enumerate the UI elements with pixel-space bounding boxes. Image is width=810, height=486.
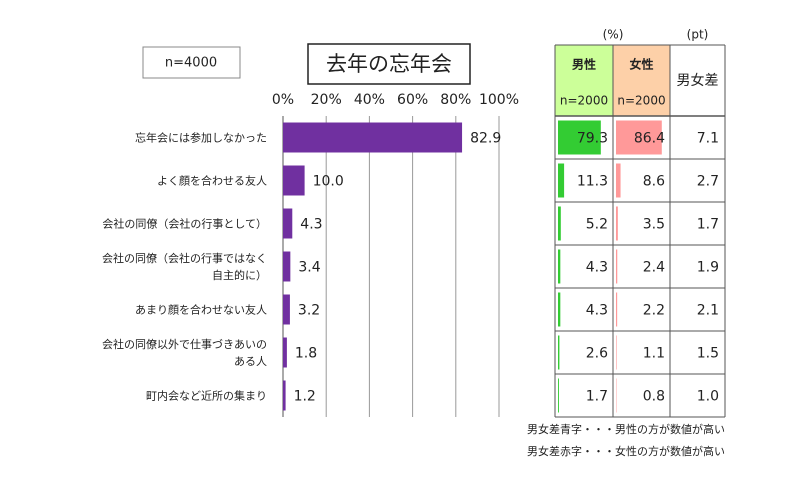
cell-value: 2.4 [643, 260, 665, 276]
value-label: 4.3 [300, 217, 322, 233]
value-label: 3.2 [298, 303, 320, 319]
note: 男女差青字・・・男性の方が数値が高い [527, 422, 725, 436]
bar [283, 294, 290, 325]
cell-bar [558, 249, 561, 284]
cell-value: 86.4 [634, 131, 665, 147]
cell-value: 4.3 [586, 260, 608, 276]
header-label: 女性 [629, 57, 653, 72]
header-n: n=2000 [560, 94, 608, 108]
diff-value: 7.1 [697, 131, 719, 147]
cell-bar [616, 335, 617, 370]
value-label: 3.4 [298, 260, 320, 276]
diff-value: 1.9 [697, 260, 719, 276]
cell-value: 0.8 [643, 389, 665, 405]
header-cell [555, 45, 613, 116]
x-tick-label: 60% [397, 92, 428, 108]
cell-bar [558, 163, 565, 198]
diff-value: 2.7 [697, 174, 719, 190]
category-label: 会社の同僚以外で仕事づきあいの ある人 [102, 337, 267, 368]
header-label: 男性 [572, 57, 596, 72]
sample-label: n=4000 [165, 56, 217, 71]
cell-value: 1.7 [586, 389, 608, 405]
cell-value: 79.3 [577, 131, 608, 147]
category-label: 町内会など近所の集まり [146, 389, 267, 402]
x-tick-label: 40% [354, 92, 385, 108]
category-label: 会社の同僚（会社の行事ではなく 自主的に） [102, 251, 267, 282]
title-box [307, 43, 471, 85]
cell-value: 1.1 [643, 346, 665, 362]
category-label: よく顔を合わせる友人 [157, 174, 267, 187]
cell-bar [616, 249, 618, 284]
bar [283, 208, 293, 239]
diff-value: 1.7 [697, 217, 719, 233]
header-label: 男女差 [677, 72, 719, 89]
cell-bar [558, 120, 601, 155]
cell-value: 2.2 [643, 303, 665, 319]
x-tick-label: 0% [272, 92, 294, 108]
note: 男女差赤字・・・女性の方が数値が高い [527, 444, 725, 458]
chart-title: 去年の忘年会 [326, 52, 452, 76]
diff-value: 1.0 [697, 389, 719, 405]
header-cell [613, 45, 670, 116]
cell-bar [616, 120, 662, 155]
bar [283, 337, 287, 368]
cell-bar [558, 206, 561, 241]
value-label: 1.8 [295, 346, 317, 362]
cell-value: 5.2 [586, 217, 608, 233]
cell-value: 2.6 [586, 346, 608, 362]
value-label: 1.2 [294, 389, 316, 405]
sample-box [142, 46, 241, 79]
cell-value: 11.3 [577, 174, 608, 190]
cell-bar [616, 206, 618, 241]
cell-bar [558, 335, 560, 370]
bar [283, 122, 463, 153]
unit-label: (%) [603, 28, 624, 42]
cell-bar [558, 378, 559, 413]
category-label: 忘年会には参加しなかった [135, 131, 267, 144]
cell-bar [616, 292, 618, 327]
bar [283, 380, 286, 411]
x-tick-label: 100% [479, 92, 519, 108]
diff-value: 2.1 [697, 303, 719, 319]
cell-value: 4.3 [586, 303, 608, 319]
diff-value: 1.5 [697, 346, 719, 362]
x-tick-label: 80% [440, 92, 471, 108]
value-label: 10.0 [313, 174, 344, 190]
header-n: n=2000 [617, 94, 665, 108]
cell-value: 8.6 [643, 174, 665, 190]
value-label: 82.9 [470, 131, 501, 147]
bar [283, 165, 305, 196]
bar [283, 251, 291, 282]
unit-label: (pt) [687, 28, 709, 42]
cell-bar [558, 292, 561, 327]
cell-bar [616, 163, 621, 198]
cell-value: 3.5 [643, 217, 665, 233]
category-label: 会社の同僚（会社の行事として） [102, 217, 267, 230]
x-tick-label: 20% [311, 92, 342, 108]
category-label: あまり顔を合わせない友人 [135, 303, 267, 316]
